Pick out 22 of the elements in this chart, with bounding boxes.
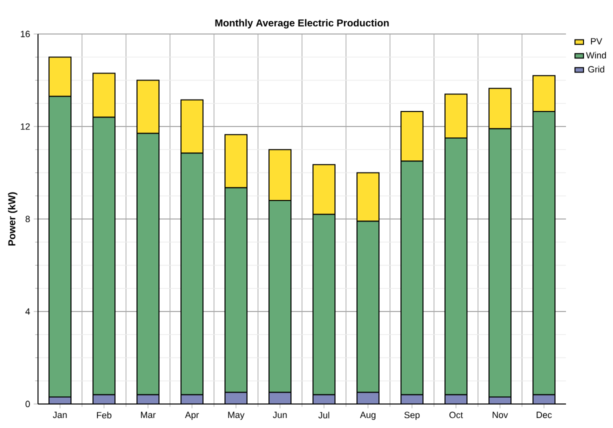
x-tick-label: Jun [272, 412, 287, 418]
x-tick-label: Jul [318, 412, 330, 418]
y-axis-title: Power (kW) [8, 192, 18, 246]
x-tick-label: Sep [404, 412, 420, 420]
chart-title: Monthly Average Electric Production [215, 19, 389, 28]
x-tick-label: Jan [52, 412, 67, 418]
y-tick-label: 0 [26, 400, 30, 408]
x-tick-label: Oct [449, 412, 463, 418]
x-tick-label: May [228, 412, 244, 420]
y-tick-label: 12 [20, 123, 30, 130]
x-tick-label: Feb [96, 412, 112, 418]
x-tick-label: Apr [185, 412, 199, 420]
y-tick-label: 4 [25, 308, 30, 315]
x-tick-label: Nov [492, 412, 508, 418]
x-tick-label: Mar [140, 412, 156, 418]
x-tick-label: Dec [536, 412, 552, 418]
y-tick-label: 8 [26, 216, 30, 222]
legend-label: Wind [586, 52, 606, 58]
y-tick-label: 16 [20, 30, 30, 38]
legend-label: PV [590, 38, 602, 44]
x-tick-label: Aug [360, 412, 376, 420]
legend-label: Grid [588, 66, 604, 73]
